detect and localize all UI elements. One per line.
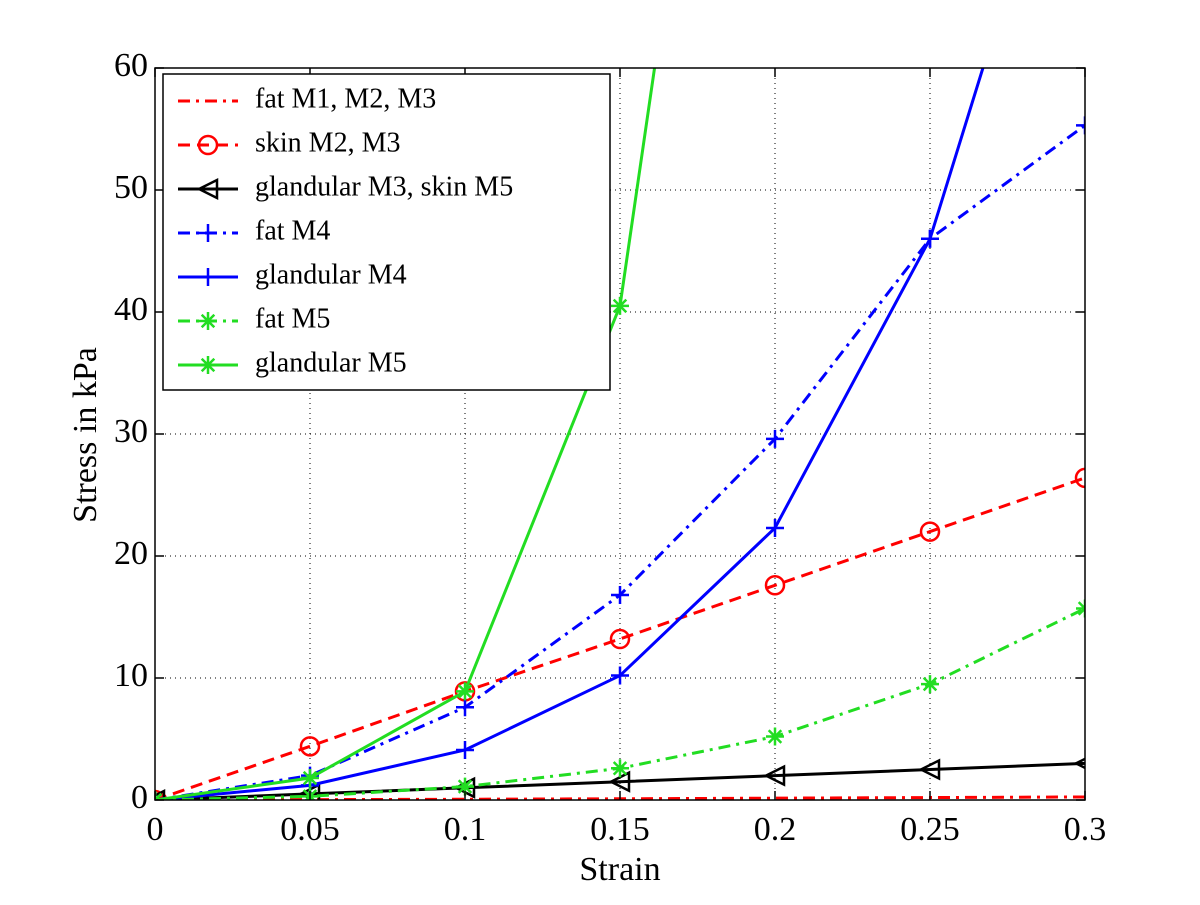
legend-label: skin M2, M3 — [255, 127, 400, 158]
y-tick-label: 50 — [114, 169, 148, 206]
marker — [611, 666, 629, 685]
x-tick-label: 0.05 — [280, 811, 340, 848]
marker — [199, 224, 217, 242]
x-tick-label: 0.1 — [444, 811, 487, 848]
marker — [456, 682, 474, 701]
marker — [919, 521, 941, 542]
marker — [199, 268, 217, 286]
marker — [766, 429, 784, 448]
y-axis-label: Stress in kPa — [67, 347, 104, 523]
legend: fat M1, M2, M3 skin M2, M3 glandular M3, s… — [162, 73, 611, 391]
x-tick-label: 0.3 — [1064, 811, 1107, 848]
marker — [197, 134, 219, 156]
x-tick-label: 0 — [147, 811, 164, 848]
marker — [763, 764, 786, 787]
legend-label: glandular M5 — [255, 347, 407, 378]
marker — [1076, 116, 1085, 135]
marker — [611, 296, 629, 315]
x-tick-label: 0.2 — [754, 811, 797, 848]
legend-label: glandular M4 — [255, 259, 407, 290]
legend-label: fat M1, M2, M3 — [255, 83, 436, 114]
marker — [456, 698, 474, 717]
marker — [1074, 467, 1085, 489]
legend-box — [162, 73, 611, 391]
x-tick-label: 0.15 — [590, 811, 650, 848]
ticks: 0 0.05 0.1 0.15 0.2 0.25 0.3 0 10 20 30 40 50 60 — [114, 47, 1106, 848]
marker — [766, 727, 784, 746]
marker — [199, 312, 217, 330]
y-tick-label: 30 — [114, 413, 148, 450]
marker — [199, 356, 217, 374]
marker — [918, 758, 941, 781]
y-tick-label: 0 — [131, 779, 148, 816]
marker — [609, 628, 631, 650]
marker — [196, 177, 219, 201]
marker — [766, 518, 784, 537]
y-tick-label: 60 — [114, 47, 148, 84]
series-line — [155, 476, 1085, 800]
x-tick-label: 0.25 — [900, 811, 960, 848]
marker — [921, 675, 939, 694]
legend-label: glandular M3, skin M5 — [255, 171, 513, 202]
marker — [764, 575, 786, 596]
legend-label: fat M4 — [255, 215, 330, 246]
marker — [611, 759, 629, 778]
marker — [921, 229, 939, 248]
y-tick-label: 10 — [114, 657, 148, 694]
marker — [611, 586, 629, 605]
y-tick-label: 40 — [114, 291, 148, 328]
marker — [301, 769, 319, 788]
marker — [299, 736, 321, 757]
marker — [456, 777, 474, 796]
x-axis-label: Strain — [579, 851, 660, 888]
y-tick-label: 20 — [114, 535, 148, 572]
legend-label: fat M5 — [255, 303, 330, 334]
marker — [456, 740, 474, 759]
